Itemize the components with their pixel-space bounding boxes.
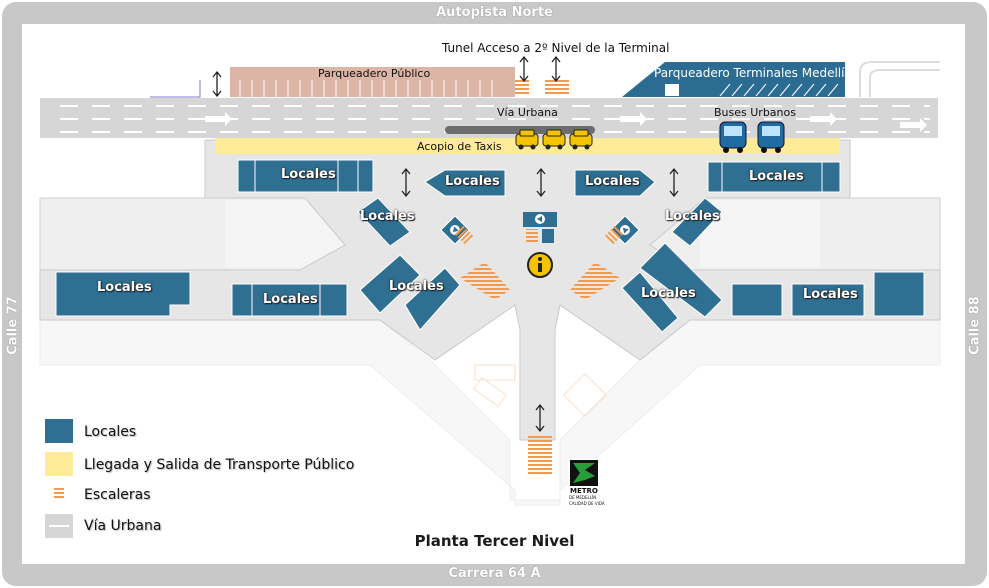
locales-label: Locales (360, 209, 415, 224)
parqueadero-terminales (622, 61, 940, 97)
metro-logo-text: METRO (570, 487, 598, 495)
locales-blocks (55, 159, 925, 333)
acopio-taxis-label: Acopio de Taxis (417, 140, 502, 153)
buses-urbanos-label: Buses Urbanos (714, 106, 796, 119)
tunnel-stairs-left (515, 78, 529, 96)
metro-logo-text-3: CALIDAD DE VIDA (569, 501, 605, 506)
locales-label: Locales (263, 292, 318, 307)
tunel-label: Tunel Acceso a 2º Nivel de la Terminal (442, 41, 670, 55)
locales-label: Locales (281, 167, 336, 182)
parqueadero-publico (230, 67, 515, 97)
legend-stairs-label: Escaleras (84, 487, 151, 503)
parqueadero-publico-label: Parqueadero Público (318, 67, 431, 80)
metro-logo-icon (568, 458, 600, 508)
updown-arrows (212, 55, 679, 433)
lower-level-outline (39, 319, 941, 506)
legend-swatches (45, 419, 73, 538)
locales-label: Locales (445, 174, 500, 189)
legend-transport-swatch (45, 452, 73, 476)
metro-logo-text-2: DE MEDELLÍN (569, 495, 597, 500)
via-urbana-label: Vía Urbana (497, 106, 558, 119)
road-top-label: Autopista Norte (436, 5, 553, 20)
locales-label: Locales (97, 280, 152, 295)
locales-label: Locales (803, 287, 858, 302)
south-stairs (528, 435, 552, 475)
stairs-right (570, 262, 620, 300)
locales-label: Locales (389, 279, 444, 294)
info-icon (527, 252, 553, 278)
parqueadero-terminales-label: Parqueadero Terminales Medellín (654, 66, 853, 80)
legend-road-label: Vía Urbana (84, 518, 162, 534)
wings (39, 197, 941, 271)
tunnel-stairs-right (545, 78, 569, 96)
legend-stairs-swatch (54, 488, 64, 500)
locales-label: Locales (641, 286, 696, 301)
via-urbana-road (40, 98, 938, 138)
stairs-left (460, 262, 510, 300)
legend-locales-label: Locales (84, 424, 137, 440)
locales-label: Locales (665, 209, 720, 224)
map-caption: Planta Tercer Nivel (414, 532, 575, 550)
road-bottom-label: Carrera 64 A (448, 566, 541, 581)
locales-label: Locales (585, 174, 640, 189)
bus-icon (719, 121, 785, 153)
locales-label: Locales (749, 169, 804, 184)
legend-locales-swatch (45, 419, 73, 443)
legend-transport-label: Llegada y Salida de Transporte Público (84, 457, 355, 473)
taxi-icon (515, 129, 593, 150)
